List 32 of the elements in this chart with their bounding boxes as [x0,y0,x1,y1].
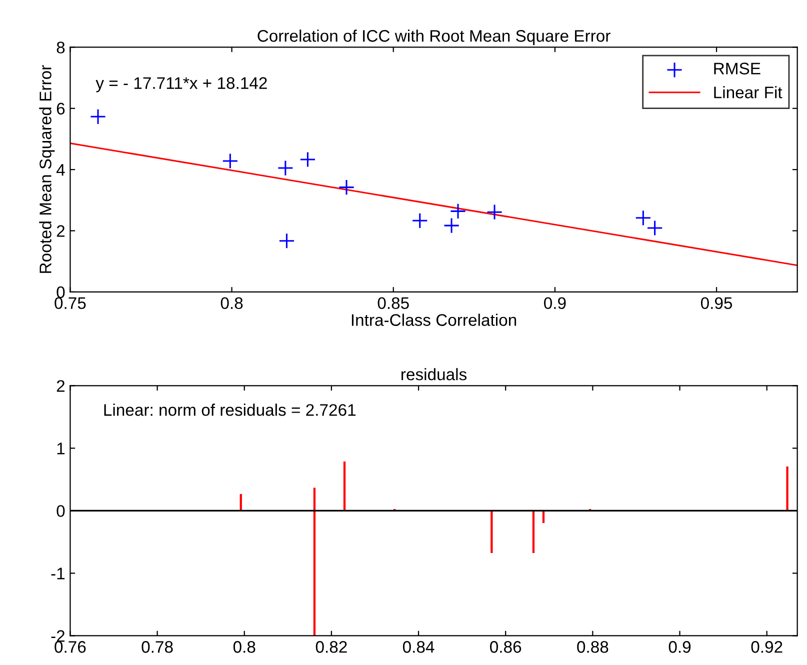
x-axis-title: Intra-Class Correlation [352,314,516,326]
y-tick-label: 6 [56,102,65,115]
x-tick-label: 0.8 [233,641,256,653]
x-tick-label: 0.95 [700,297,732,310]
y-axis-title: Rooted Mean Squared Error [39,65,55,273]
x-tick-label: 0.85 [378,297,409,310]
annotation: Linear: norm of residuals = 2.7261 [104,404,356,416]
x-tick-label: 0.86 [490,641,522,653]
x-tick-label: 0.8 [220,297,243,310]
chart-title: residuals [402,368,467,380]
y-tick-label: 0 [56,505,65,517]
x-tick-label: 0.92 [751,641,782,653]
annotation: y = - 17.711*x + 18.142 [96,77,267,92]
y-tick-label: 2 [56,380,65,392]
x-tick-label: 0.82 [316,641,347,653]
y-tick-label: 8 [56,42,65,54]
y-tick-label: -2 [51,630,65,642]
x-tick-label: 0.9 [544,297,566,310]
x-tick-label: 0.75 [54,297,86,310]
legend-label: Linear Fit [714,86,782,98]
x-tick-label: 0.78 [142,641,173,653]
y-tick-label: 2 [56,225,65,237]
y-tick-label: 0 [56,286,65,298]
y-tick-label: 4 [56,164,65,176]
legend-label: RMSE [714,62,760,74]
x-tick-label: 0.88 [577,641,608,653]
x-tick-label: 0.9 [668,641,691,653]
y-tick-label: 1 [57,442,65,454]
x-tick-label: 0.84 [402,641,434,653]
x-tick-label: 0.76 [54,641,86,653]
chart-title: Correlation of ICC with Root Mean Square Error [258,30,610,46]
y-tick-label: -1 [51,568,65,580]
